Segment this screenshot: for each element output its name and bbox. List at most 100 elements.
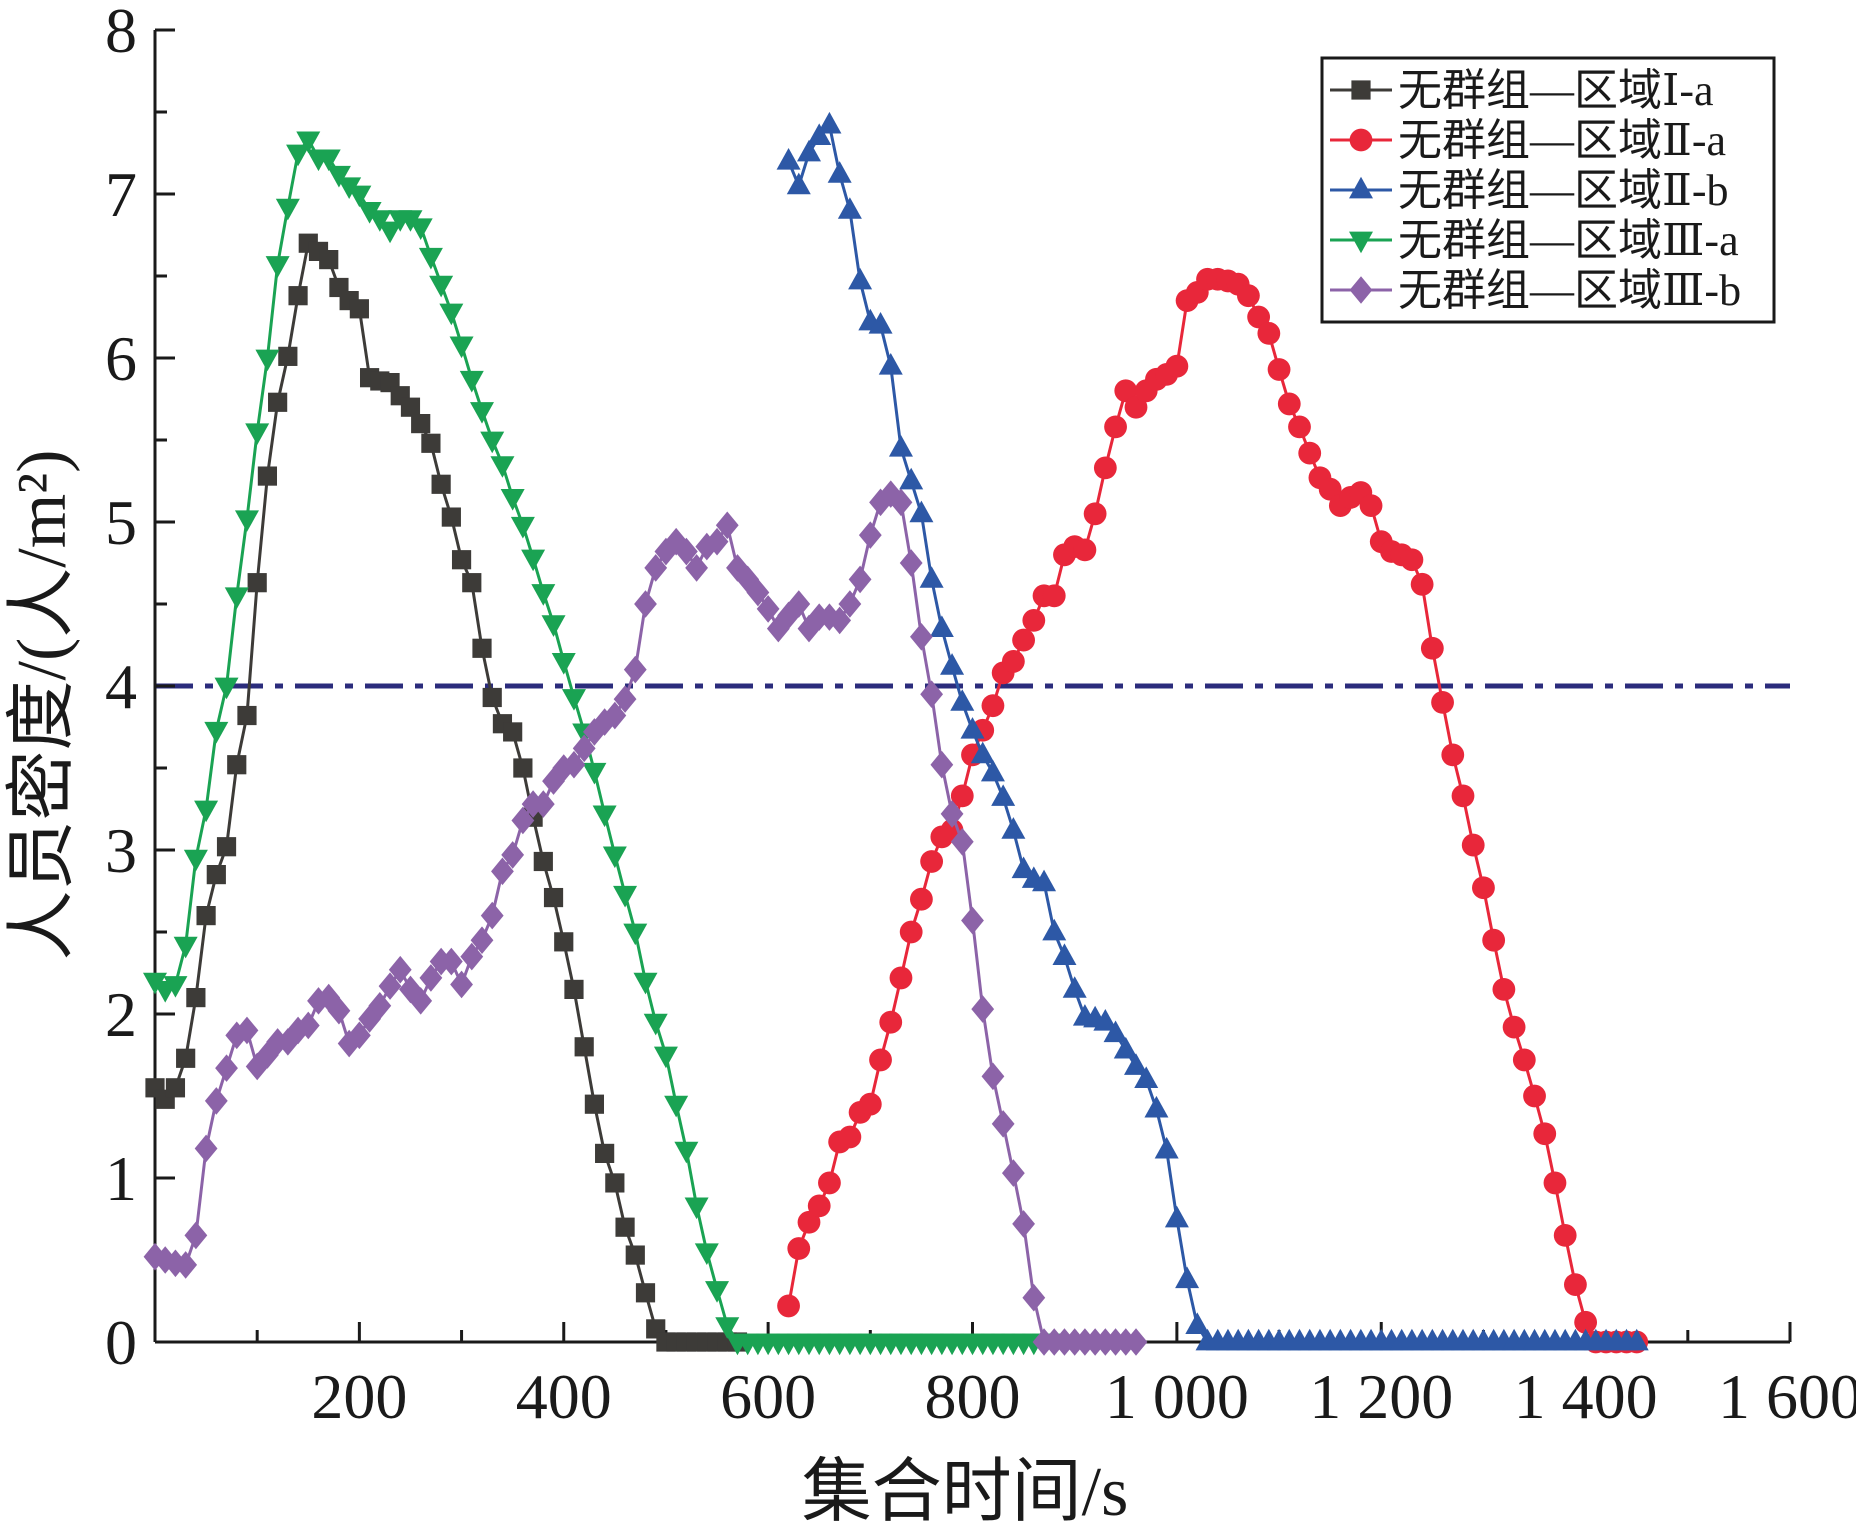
data-point <box>459 370 484 393</box>
data-point <box>1103 1020 1128 1043</box>
data-point <box>868 312 893 334</box>
data-point <box>909 500 934 523</box>
data-point <box>888 435 913 457</box>
data-point <box>1022 1283 1046 1312</box>
data-point <box>521 549 546 572</box>
data-point <box>756 595 780 623</box>
data-point <box>327 996 351 1025</box>
data-point <box>470 402 494 424</box>
data-point <box>623 655 647 684</box>
data-point <box>991 1110 1015 1138</box>
data-point <box>288 286 308 306</box>
data-point <box>276 1028 300 1056</box>
data-point <box>206 865 226 885</box>
data-point <box>196 906 216 926</box>
data-point <box>899 549 923 577</box>
data-point <box>807 1194 831 1218</box>
data-point <box>411 414 431 434</box>
data-point <box>439 303 464 326</box>
x-tick-label: 1 600 <box>1718 1361 1856 1432</box>
data-point <box>981 1062 1005 1091</box>
tick-labels: 200 400 600 800 1 000 1 200 1 400 1 600 0 1 2 3 4 5 6 7… <box>105 0 1856 1432</box>
data-point <box>510 516 535 539</box>
data-point <box>1247 305 1271 329</box>
data-point <box>899 467 924 490</box>
data-point <box>194 800 219 823</box>
data-point <box>1277 392 1301 416</box>
data-point <box>1349 276 1373 304</box>
data-point <box>960 717 985 739</box>
data-point <box>409 987 433 1015</box>
data-point <box>542 767 565 795</box>
data-point <box>564 979 584 999</box>
legend-item: 无群组—区域Ⅱ-a <box>1330 116 1726 165</box>
data-point <box>869 488 892 517</box>
data-point <box>889 966 913 990</box>
data-point <box>869 1048 892 1072</box>
data-point <box>307 987 330 1015</box>
data-point <box>950 828 974 856</box>
data-point <box>605 1173 625 1193</box>
data-point <box>368 992 392 1020</box>
legend-label: 无群组—区域Ⅱ-b <box>1398 166 1729 215</box>
data-point <box>1185 1312 1210 1334</box>
data-point <box>613 685 637 713</box>
data-point <box>837 197 862 219</box>
data-point <box>349 299 369 319</box>
data-point <box>970 741 995 764</box>
data-point <box>235 1016 259 1045</box>
data-point <box>173 936 198 959</box>
data-point <box>1574 1310 1598 1334</box>
data-point <box>1001 650 1025 673</box>
data-point <box>653 1046 678 1069</box>
data-point <box>275 198 300 221</box>
y-tick-label: 3 <box>105 815 137 886</box>
data-point <box>257 466 278 486</box>
data-point <box>1154 1136 1179 1159</box>
data-point <box>480 901 504 930</box>
data-point <box>500 489 525 511</box>
data-point <box>910 887 933 911</box>
data-point <box>818 1171 841 1195</box>
data-point <box>418 247 443 270</box>
data-point <box>930 750 954 779</box>
data-point <box>378 972 402 1000</box>
data-point <box>889 488 913 517</box>
series-layer <box>143 111 1649 1356</box>
data-point <box>215 1054 238 1082</box>
data-point <box>533 851 553 872</box>
data-point <box>1032 869 1057 892</box>
data-point <box>1052 943 1077 965</box>
data-point <box>543 887 564 908</box>
data-point <box>818 603 841 631</box>
data-point <box>797 1210 821 1234</box>
data-point <box>490 456 515 478</box>
data-point <box>817 111 842 134</box>
data-point <box>247 573 267 593</box>
y-tick-label: 2 <box>105 979 137 1050</box>
data-point <box>1113 1036 1138 1059</box>
data-point <box>265 256 290 278</box>
data-point <box>613 885 638 908</box>
data-point <box>1012 1210 1035 1238</box>
data-point <box>1349 128 1373 152</box>
data-point <box>603 701 627 730</box>
data-point <box>256 1041 279 1069</box>
data-point <box>1359 494 1383 517</box>
data-point <box>1431 691 1454 714</box>
data-point <box>347 185 372 208</box>
data-point <box>174 1251 198 1279</box>
data-point <box>582 762 607 785</box>
data-point <box>286 144 311 167</box>
data-point <box>1124 1328 1148 1356</box>
y-axis-label: 人员密度/(人/m²) <box>4 450 81 961</box>
data-point <box>1533 1122 1557 1146</box>
data-point <box>316 149 341 172</box>
data-point <box>214 677 239 700</box>
series-4 <box>143 131 1067 1356</box>
data-point <box>1318 477 1342 501</box>
data-point <box>1288 415 1311 439</box>
data-point <box>899 920 923 944</box>
legend-item: 无群组—区域Ⅲ-b <box>1330 266 1741 315</box>
data-point <box>1512 1048 1536 1072</box>
